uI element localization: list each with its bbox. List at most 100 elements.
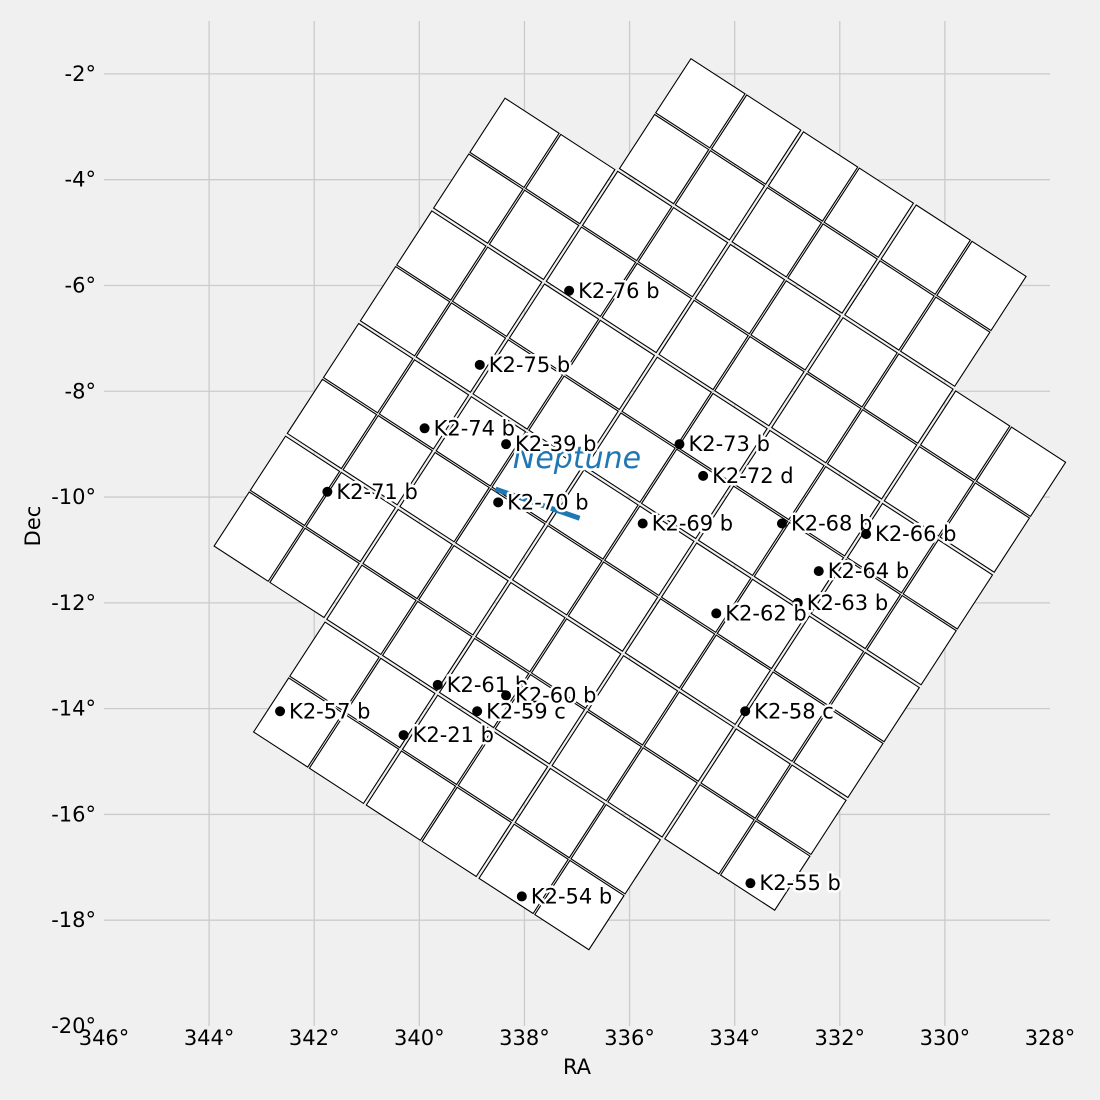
planet-marker	[564, 285, 575, 296]
neptune-track: Neptune	[494, 438, 644, 521]
x-tick-label: 332°	[814, 1026, 865, 1050]
ccd-chip	[880, 204, 972, 296]
planet-label: K2-68 b	[791, 512, 872, 536]
ccd-chip	[551, 710, 643, 802]
ccd-chip	[756, 764, 847, 856]
planet-label: K2-39 b	[515, 432, 596, 456]
ccd-chip	[469, 97, 560, 189]
ccd-chip	[530, 618, 622, 709]
ccd-chip	[474, 581, 566, 673]
ccd-chip	[524, 133, 616, 225]
ccd-chip	[607, 747, 698, 838]
ccd-chip	[750, 280, 842, 371]
ccd-chip	[567, 561, 659, 652]
ccd-chip	[975, 426, 1067, 518]
ccd-chip	[570, 803, 662, 895]
planet-marker	[501, 439, 512, 450]
ccd-chip	[269, 527, 360, 619]
ccd-chip	[664, 783, 755, 875]
ccd-chip	[252, 677, 344, 768]
y-tick-label: -14°	[51, 697, 96, 721]
planet-marker	[740, 706, 751, 717]
ccd-chip	[823, 167, 915, 259]
ccd-chip	[714, 335, 805, 427]
y-tick-labels: -2° -4° -6° -8° -10° -12° -14° -16° -18° -20°	[51, 62, 96, 1038]
planet-marker	[792, 597, 803, 608]
ccd-chip	[415, 302, 507, 393]
ccd-chip	[936, 240, 1027, 332]
planet-label: K2-76 b	[578, 279, 659, 303]
ccd-chip	[362, 508, 454, 600]
x-tick-label: 346°	[79, 1026, 130, 1050]
planet-label: K2-71 b	[336, 480, 417, 504]
planet-markers: K2-76 b K2-75 b K2-74 bK2-39 b K2-73 b K2-72…	[275, 276, 959, 911]
planet-marker	[322, 486, 333, 497]
ccd-chip	[719, 820, 811, 911]
ccd-chip	[902, 539, 994, 630]
ccd-chip	[731, 186, 823, 278]
y-tick-label: -18°	[51, 908, 96, 932]
planet-label: K2-21 b	[413, 723, 494, 747]
ccd-chip	[640, 448, 732, 540]
y-tick-label: -2°	[65, 62, 96, 86]
ccd-chip	[286, 378, 378, 470]
ccd-chip	[491, 432, 583, 523]
x-tick-label: 336°	[604, 1026, 655, 1050]
ccd-chip	[700, 728, 792, 819]
ccd-chip	[514, 767, 606, 859]
ccd-chip	[697, 485, 789, 577]
ccd-chip	[438, 637, 530, 729]
planet-marker	[432, 679, 443, 690]
ccd-chip	[451, 246, 543, 338]
planet-label: K2-62 b	[725, 601, 806, 625]
ccd-chip	[534, 859, 625, 951]
planet-label: K2-70 b	[507, 490, 588, 514]
planet-marker	[398, 730, 409, 741]
ccd-chip	[643, 691, 735, 782]
ccd-chip	[435, 395, 527, 487]
ccd-chip	[365, 750, 457, 842]
planet-marker	[776, 518, 787, 529]
planet-label: K2-55 b	[759, 871, 840, 895]
x-tick-label: 330°	[920, 1026, 971, 1050]
planet-marker	[516, 891, 527, 902]
x-tick-label: 334°	[709, 1026, 760, 1050]
ccd-chip	[787, 223, 878, 314]
ccd-chip	[773, 615, 865, 707]
ccd-chip	[378, 359, 470, 450]
y-tick-label: -10°	[51, 485, 96, 509]
ccd-chip	[213, 491, 305, 583]
ccd-chip	[899, 296, 991, 388]
planet-marker	[472, 706, 483, 717]
ccd-chip	[472, 339, 564, 430]
ccd-chip	[528, 375, 619, 467]
ccd-chip	[737, 671, 828, 763]
planet-label: K2-69 b	[652, 512, 733, 536]
ccd-chip	[637, 206, 729, 298]
y-tick-label: -12°	[51, 591, 96, 615]
ccd-chip	[624, 598, 716, 689]
ccd-chip	[457, 730, 549, 822]
ccd-chip	[939, 482, 1031, 573]
x-tick-labels: 346° 344° 342° 340° 338° 336° 334° 332° 330° 328°	[79, 1026, 1076, 1050]
ccd-chip	[249, 435, 341, 527]
planet-marker	[493, 497, 504, 508]
planet-label: K2-61 b	[447, 673, 528, 697]
planet-label: K2-58 c	[754, 699, 834, 723]
ccd-chip	[601, 262, 693, 354]
y-tick-label: -8°	[65, 379, 96, 403]
ccd-chip	[680, 634, 772, 726]
y-tick-label: -6°	[65, 273, 96, 297]
ccd-chip	[660, 542, 752, 634]
ccd-chip	[418, 544, 509, 636]
ccd-chip	[753, 521, 845, 613]
planet-label: K2-54 b	[531, 884, 612, 908]
planet-label: K2-74 b	[434, 416, 515, 440]
x-tick-label: 340°	[394, 1026, 445, 1050]
planet-label: K2-75 b	[489, 353, 570, 377]
planet-label: K2-57 b	[289, 699, 370, 723]
planet-marker	[711, 608, 722, 619]
x-tick-label: 342°	[289, 1026, 340, 1050]
ccd-chip	[564, 319, 656, 411]
planet-marker	[637, 518, 648, 529]
